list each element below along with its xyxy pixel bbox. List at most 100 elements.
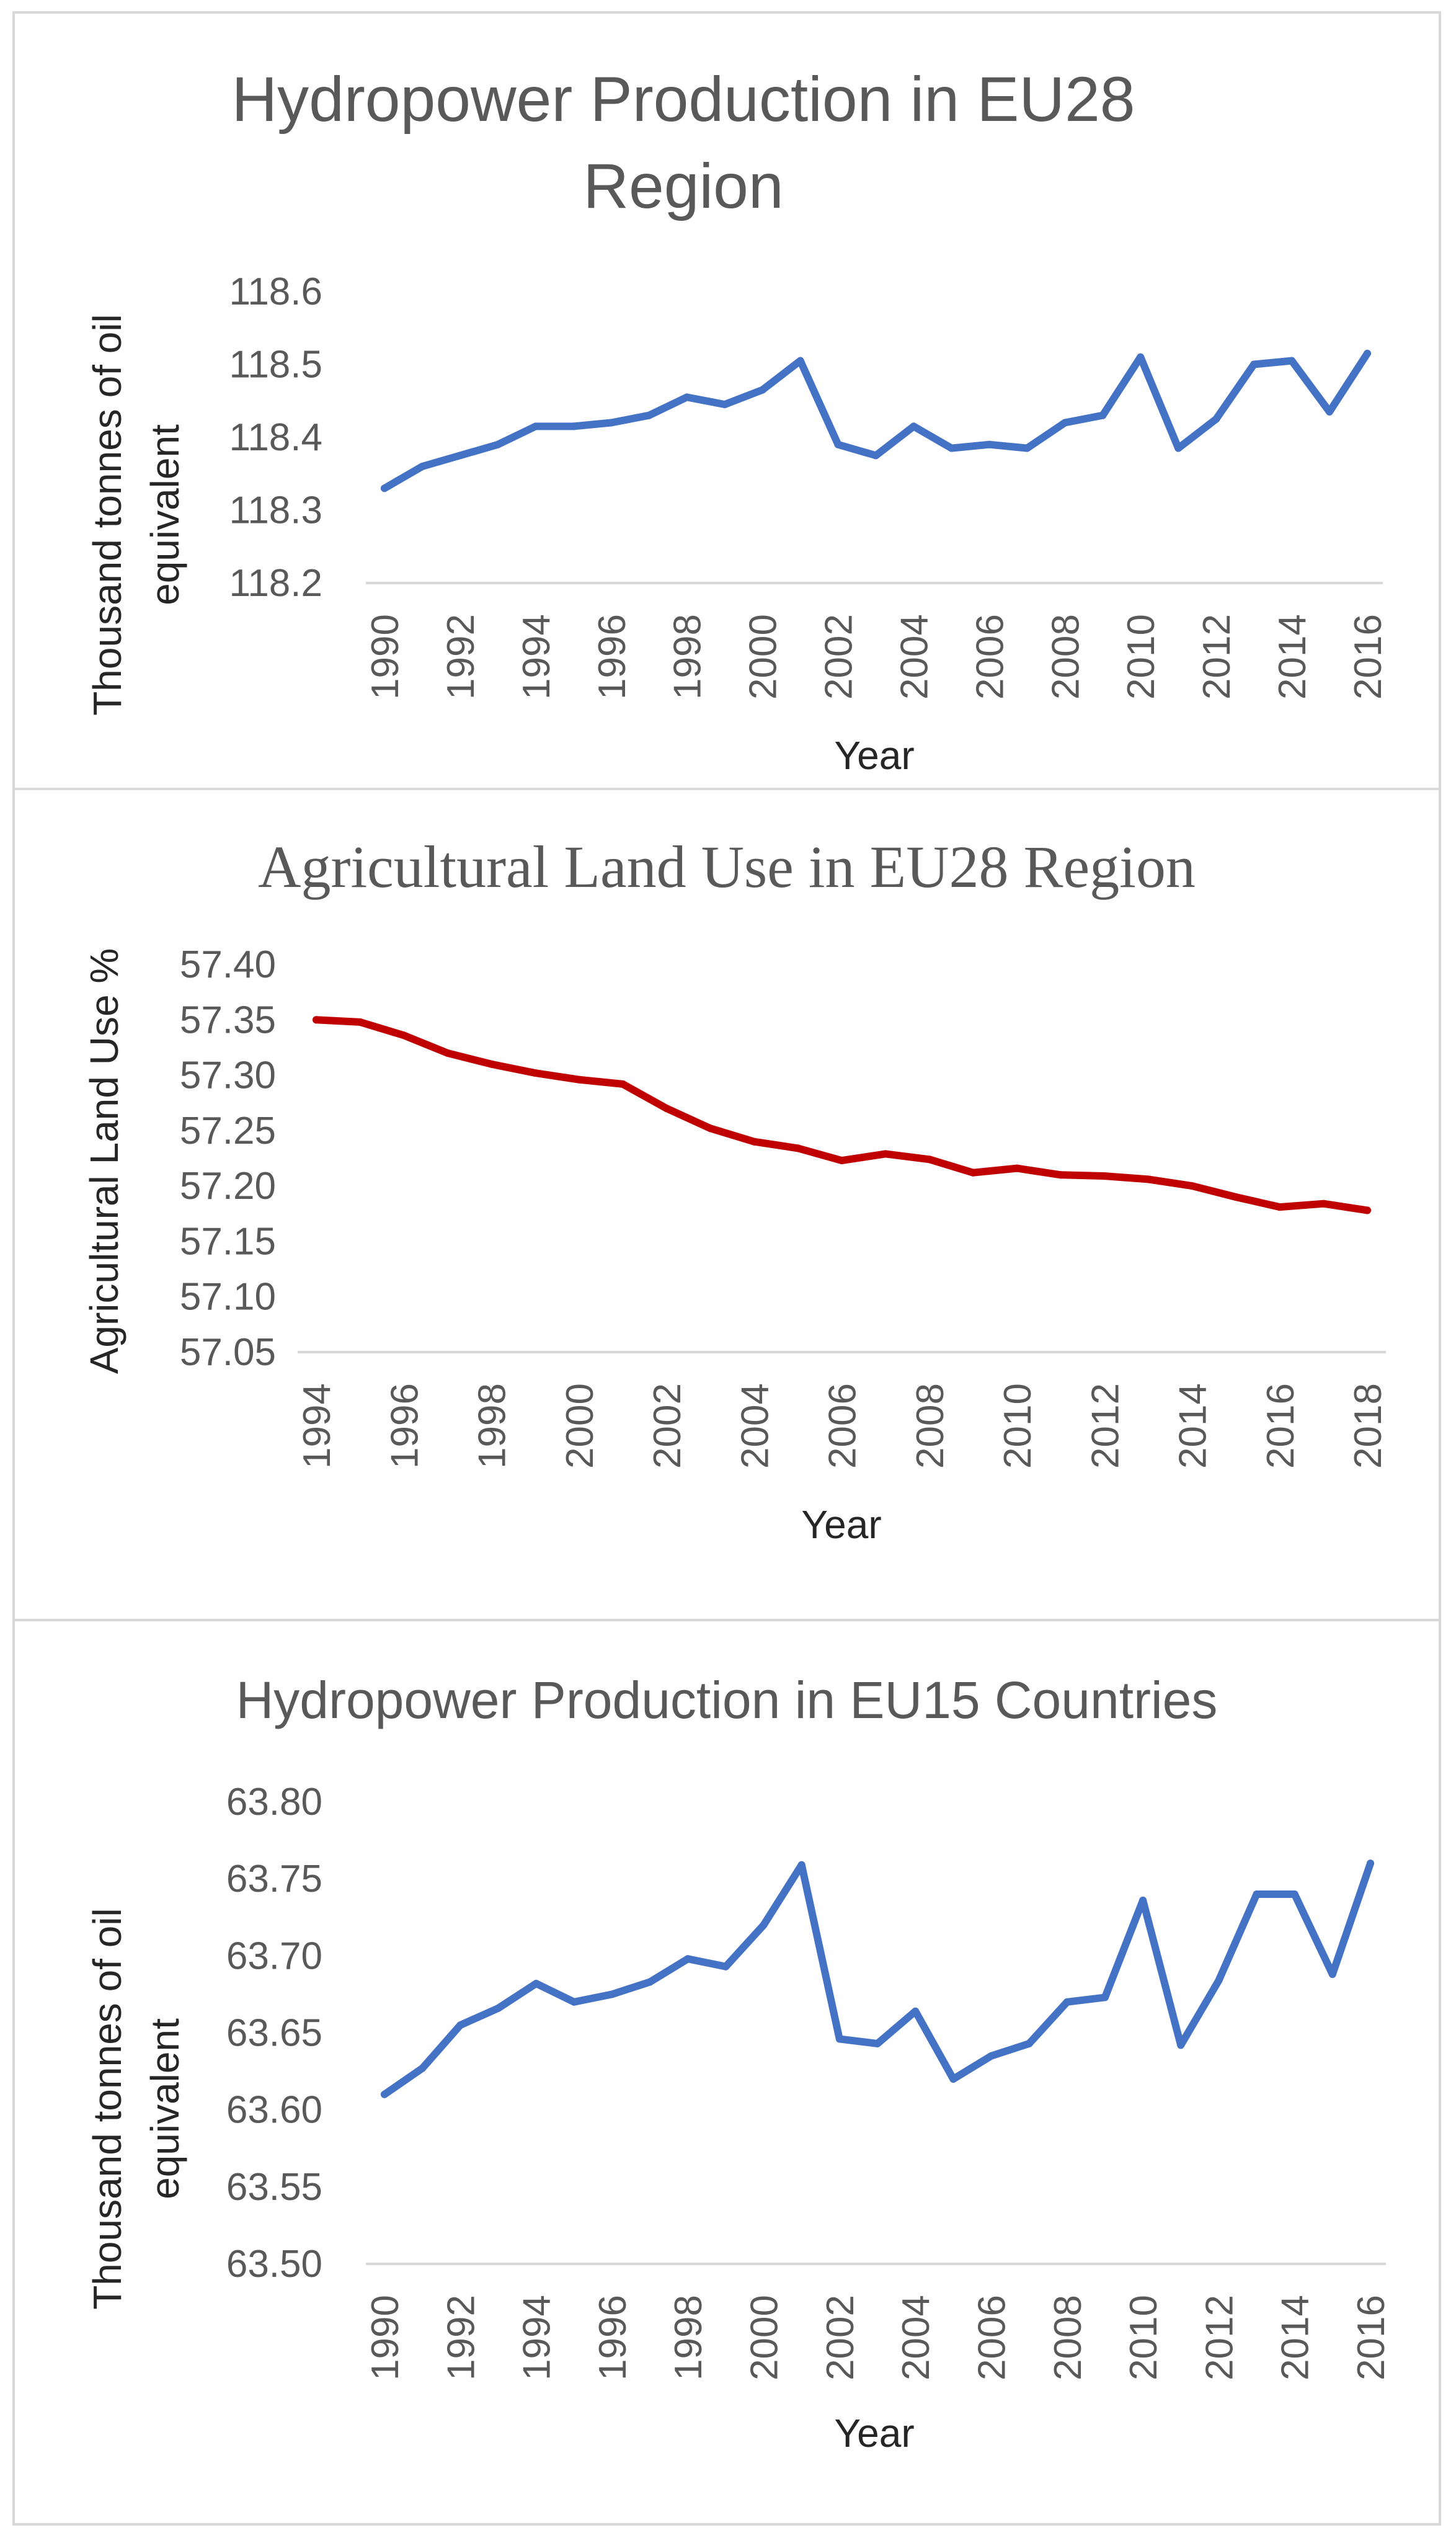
x-tick-label: 2000: [559, 1383, 601, 1469]
y-tick-label: 57.10: [180, 1276, 276, 1319]
x-tick-label: 1998: [667, 614, 709, 700]
data-point: [969, 1169, 977, 1177]
chart-agricultural-land-use: Agricultural Land Use in EU28 Region 57.…: [12, 788, 1441, 1621]
x-tick-label: 2012: [1196, 614, 1238, 700]
data-point: [487, 1060, 495, 1068]
data-point: [531, 1069, 539, 1077]
x-tick-label: 2002: [819, 2295, 862, 2380]
data-point: [1212, 415, 1220, 423]
y-tick-label: 63.70: [226, 1935, 322, 1977]
y-tick-label: 118.6: [229, 270, 322, 313]
y-axis-ticks: 57.05 57.10 57.15 57.20 57.25 57.30 57.35 57.40: [180, 943, 276, 1374]
y-tick-label: 57.35: [180, 999, 276, 1041]
data-point: [1101, 1172, 1109, 1180]
data-point: [1367, 1859, 1374, 1868]
x-tick-label: 1994: [515, 614, 558, 700]
y-tick-label: 118.3: [229, 489, 322, 532]
data-point: [985, 440, 993, 448]
data-point: [684, 1955, 692, 1963]
x-tick-label: 2010: [997, 1383, 1039, 1469]
chart-title-line-2: Region: [583, 151, 783, 221]
data-point: [760, 1921, 768, 1929]
data-point: [1023, 444, 1031, 452]
x-tick-label: 2010: [1122, 2295, 1165, 2380]
data-point: [1174, 444, 1183, 452]
x-tick-label: 1992: [440, 614, 482, 700]
x-tick-label: 1994: [296, 1383, 339, 1469]
data-point: [949, 2075, 957, 2083]
data-point: [910, 422, 918, 430]
data-point: [1326, 407, 1333, 416]
data-point: [834, 440, 842, 448]
y-axis-label-line-2: equivalent: [143, 2018, 187, 2199]
data-point: [948, 444, 956, 452]
data-point: [356, 1018, 364, 1026]
x-tick-label: 2008: [1047, 2295, 1090, 2380]
data-point: [313, 1016, 320, 1024]
data-point: [1061, 419, 1069, 427]
x-axis-ticks: 1990 1992 1994 1996 1998 2000 2002 2004 2006 2008…: [364, 2295, 1393, 2380]
y-tick-label: 63.60: [226, 2089, 322, 2132]
y-tick-label: 57.15: [180, 1220, 276, 1263]
data-point: [683, 393, 691, 401]
data-point: [419, 463, 426, 470]
y-tick-label: 57.25: [180, 1110, 276, 1152]
data-point: [400, 1031, 408, 1040]
x-tick-label: 2016: [1259, 1383, 1302, 1469]
chart-title: Agricultural Land Use in EU28 Region: [258, 834, 1196, 900]
data-point: [882, 1150, 890, 1158]
data-point: [722, 1962, 730, 1970]
x-tick-label: 2008: [1044, 614, 1087, 700]
data-point: [1137, 353, 1145, 361]
data-point: [835, 2035, 843, 2043]
data-point: [645, 411, 653, 419]
x-axis-label: Year: [801, 1502, 881, 1547]
x-axis-label: Year: [834, 733, 914, 778]
data-point: [721, 401, 729, 409]
data-point: [1250, 360, 1258, 368]
data-point: [569, 422, 577, 430]
data-point: [532, 1980, 540, 1987]
x-tick-label: 1990: [364, 614, 407, 700]
x-tick-label: 2010: [1120, 614, 1163, 700]
data-point: [797, 1861, 806, 1869]
y-tick-label: 57.20: [180, 1165, 276, 1208]
x-tick-label: 2016: [1350, 2295, 1393, 2380]
data-point: [419, 2064, 427, 2072]
data-point: [1177, 2041, 1185, 2049]
data-point: [1288, 357, 1296, 365]
y-tick-label: 63.75: [226, 1858, 322, 1900]
data-point: [872, 452, 880, 460]
x-tick-label: 1990: [364, 2295, 407, 2380]
data-point: [912, 2007, 920, 2015]
x-tick-label: 1996: [591, 614, 634, 700]
y-tick-label: 118.4: [229, 416, 322, 459]
data-point: [1276, 1203, 1284, 1211]
x-tick-label: 2004: [893, 614, 936, 700]
y-tick-label: 57.40: [180, 943, 276, 986]
data-point: [619, 1080, 627, 1088]
data-point: [874, 2039, 881, 2047]
data-point: [381, 2090, 388, 2098]
x-tick-label: 2000: [744, 2295, 786, 2380]
data-point: [663, 1105, 670, 1113]
data-point: [1144, 1175, 1152, 1183]
x-tick-label: 2006: [970, 2295, 1013, 2380]
data-point: [925, 1155, 933, 1164]
chart-title: Hydropower Production in EU15 Countries: [236, 1671, 1218, 1729]
x-tick-label: 2014: [1172, 1383, 1215, 1469]
series-layer: [381, 1859, 1374, 2098]
data-point: [1320, 1200, 1328, 1208]
chart-frame: [12, 788, 1441, 1621]
data-point: [608, 1990, 616, 1998]
chart-title: Hydropower Production in EU28: [231, 64, 1135, 135]
data-point: [796, 357, 804, 365]
data-point: [381, 484, 388, 492]
x-tick-label: 1998: [471, 1383, 514, 1469]
x-tick-label: 2004: [895, 2295, 938, 2380]
data-point: [794, 1144, 802, 1152]
data-point: [1013, 1164, 1021, 1172]
y-tick-label: 63.80: [226, 1781, 322, 1823]
x-tick-label: 1994: [516, 2295, 559, 2380]
